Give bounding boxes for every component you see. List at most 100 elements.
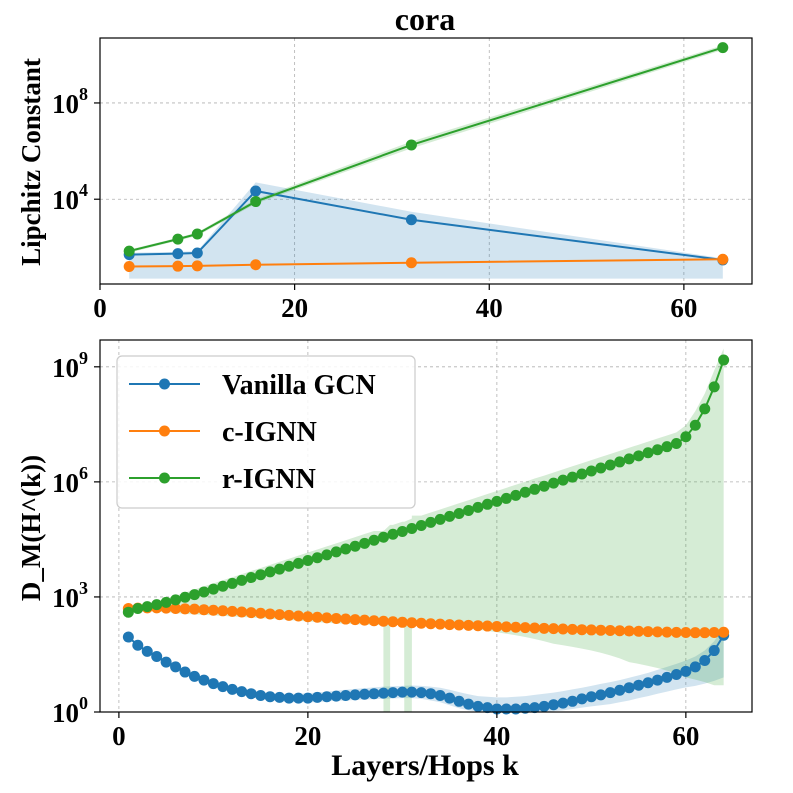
dirichlet-point-r-ignn-50 [595, 462, 607, 474]
dirichlet-xtick-label-0: 0 [112, 721, 126, 751]
dirichlet-point-c-ignn-6 [179, 603, 191, 615]
dirichlet-point-c-ignn-62 [708, 627, 720, 639]
dirichlet-point-r-ignn-1 [132, 602, 144, 614]
dirichlet-ytick-label-3: 109 [52, 348, 88, 383]
dirichlet-point-c-ignn-44 [538, 622, 550, 634]
dirichlet-point-vanilla-gcn-47 [566, 695, 578, 707]
dirichlet-point-c-ignn-14 [255, 607, 267, 619]
dirichlet-point-r-ignn-58 [670, 438, 682, 450]
dirichlet-point-vanilla-gcn-21 [321, 691, 333, 703]
dirichlet-point-vanilla-gcn-40 [500, 703, 512, 715]
dirichlet-point-c-ignn-39 [491, 620, 503, 632]
dirichlet-point-vanilla-gcn-25 [359, 688, 371, 700]
dirichlet-point-c-ignn-34 [444, 619, 456, 631]
dirichlet-plot-area [99, 339, 753, 713]
dirichlet-point-r-ignn-7 [188, 589, 200, 601]
dirichlet-point-vanilla-gcn-12 [236, 686, 248, 698]
dirichlet-point-c-ignn-37 [472, 620, 484, 632]
dirichlet-point-r-ignn-35 [453, 507, 465, 519]
dirichlet-point-c-ignn-47 [566, 623, 578, 635]
lipschitz-xtick-label-40: 40 [476, 293, 503, 323]
dirichlet-point-vanilla-gcn-26 [368, 688, 380, 700]
dirichlet-point-c-ignn-56 [652, 626, 664, 638]
dirichlet-point-r-ignn-3 [151, 599, 163, 611]
dirichlet-point-vanilla-gcn-42 [519, 702, 531, 714]
dirichlet-point-r-ignn-27 [377, 531, 389, 543]
dirichlet-point-vanilla-gcn-52 [614, 684, 626, 696]
legend-label-r-ignn: r-IGNN [222, 464, 316, 495]
dirichlet-point-c-ignn-26 [368, 615, 380, 627]
dirichlet-point-r-ignn-20 [311, 552, 323, 564]
dirichlet-point-c-ignn-59 [680, 627, 692, 639]
dirichlet-point-r-ignn-25 [359, 537, 371, 549]
dirichlet-point-r-ignn-54 [633, 450, 645, 462]
lipschitz-point-c-ignn-4 [405, 257, 417, 269]
dirichlet-point-vanilla-gcn-29 [396, 686, 408, 698]
dirichlet-point-r-ignn-18 [292, 557, 304, 569]
dirichlet-point-vanilla-gcn-4 [160, 656, 172, 668]
dirichlet-point-c-ignn-54 [633, 625, 645, 637]
lipschitz-title: cora [395, 1, 455, 37]
dirichlet-point-r-ignn-36 [463, 504, 475, 516]
lipschitz-line-r-ignn [128, 46, 724, 253]
dirichlet-point-c-ignn-15 [264, 608, 276, 620]
dirichlet-point-c-ignn-11 [226, 605, 238, 617]
dirichlet-point-vanilla-gcn-59 [680, 665, 692, 677]
dirichlet-point-c-ignn-55 [642, 626, 654, 638]
dirichlet-xtick-label-20: 20 [294, 721, 321, 751]
dirichlet-point-r-ignn-38 [481, 498, 493, 510]
dirichlet-point-r-ignn-33 [434, 513, 446, 525]
dirichlet-point-c-ignn-51 [604, 625, 616, 637]
dirichlet-point-r-ignn-34 [444, 510, 456, 522]
dirichlet-point-r-ignn-56 [652, 444, 664, 456]
dirichlet-point-vanilla-gcn-18 [292, 692, 304, 704]
dirichlet-point-r-ignn-26 [368, 534, 380, 546]
dirichlet-point-c-ignn-33 [434, 618, 446, 630]
dirichlet-point-r-ignn-42 [519, 486, 531, 498]
lipschitz-plot-area [99, 37, 753, 285]
dirichlet-point-vanilla-gcn-24 [349, 689, 361, 701]
dirichlet-point-r-ignn-41 [510, 489, 522, 501]
lipschitz-point-r-ignn-1 [172, 233, 184, 245]
dirichlet-point-r-ignn-39 [491, 495, 503, 507]
legend-marker-vanilla-gcn [159, 378, 170, 390]
dirichlet-point-vanilla-gcn-56 [652, 674, 664, 686]
dirichlet-point-r-ignn-43 [529, 483, 541, 495]
dirichlet-point-c-ignn-5 [170, 602, 182, 614]
legend-entry-r-ignn: r-IGNN [129, 464, 316, 495]
dirichlet-point-r-ignn-19 [302, 555, 314, 567]
lipschitz-point-c-ignn-2 [191, 260, 203, 272]
lipschitz-point-r-ignn-0 [123, 245, 135, 257]
dirichlet-point-r-ignn-8 [198, 586, 210, 598]
dirichlet-point-vanilla-gcn-23 [340, 689, 352, 701]
lipschitz-ylabel: Lipchitz Constant [16, 58, 46, 266]
dirichlet-point-c-ignn-52 [614, 625, 626, 637]
lipschitz-point-vanilla-gcn-1 [172, 248, 184, 260]
lipschitz-band-vanilla-gcn [129, 182, 723, 279]
lipschitz-point-r-ignn-4 [405, 139, 417, 151]
lipschitz-point-vanilla-gcn-3 [250, 185, 262, 197]
dirichlet-point-vanilla-gcn-13 [245, 688, 257, 700]
dirichlet-point-c-ignn-22 [330, 612, 342, 624]
dirichlet-point-c-ignn-17 [283, 609, 295, 621]
legend-box [116, 355, 416, 509]
dirichlet-point-r-ignn-0 [122, 606, 134, 618]
dirichlet-point-vanilla-gcn-22 [330, 690, 342, 702]
lipschitz-xtick-label-0: 0 [93, 293, 107, 323]
dirichlet-xtick-label-40: 40 [483, 721, 510, 751]
dirichlet-point-vanilla-gcn-41 [510, 703, 522, 715]
dirichlet-point-c-ignn-28 [387, 616, 399, 628]
dirichlet-point-c-ignn-40 [500, 621, 512, 633]
dirichlet-point-c-ignn-25 [359, 614, 371, 626]
dirichlet-point-r-ignn-55 [642, 447, 654, 459]
dirichlet-point-vanilla-gcn-7 [188, 670, 200, 682]
legend-marker-c-ignn [159, 425, 170, 437]
dirichlet-point-vanilla-gcn-61 [699, 655, 711, 667]
dirichlet-point-vanilla-gcn-19 [302, 692, 314, 704]
lipschitz-ytick-label-1: 108 [52, 84, 88, 119]
dirichlet-point-r-ignn-30 [406, 522, 418, 534]
dirichlet-point-c-ignn-7 [188, 603, 200, 615]
dirichlet-point-vanilla-gcn-33 [434, 689, 446, 701]
lipschitz-xtick-label-60: 60 [670, 293, 697, 323]
